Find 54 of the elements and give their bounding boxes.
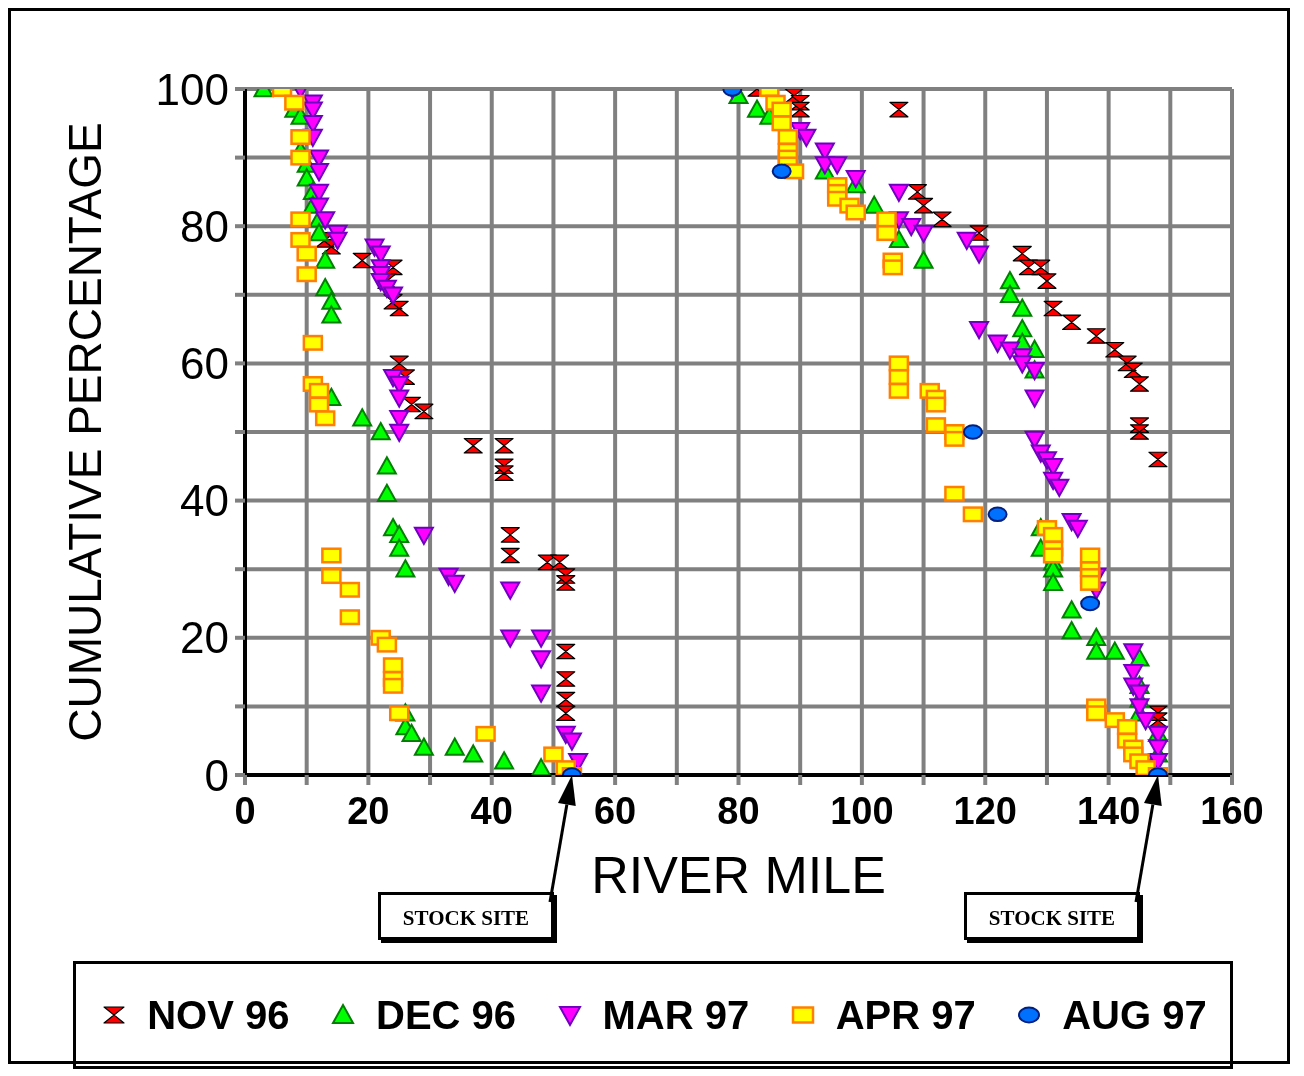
point [556,575,576,591]
x-tick-label: 20 [347,789,390,832]
point [550,554,570,571]
point [771,163,792,180]
legend-label: DEC 96 [376,992,517,1038]
point [932,211,952,228]
point [352,252,372,269]
point [790,101,810,118]
point [556,671,576,687]
y-axis-title: CUMULATIVE PERCENTAGE [59,122,112,742]
point [1037,273,1057,289]
y-tick-label: 40 [180,476,229,526]
legend-label: NOV 96 [147,992,290,1038]
point [962,424,983,440]
point [987,506,1008,523]
x-tick-label: 60 [593,789,637,832]
y-tick-label: 100 [155,64,229,114]
point [1043,300,1063,317]
point [1105,341,1125,358]
x-tick-label: 80 [717,789,760,832]
point [500,527,520,543]
y-tick-label: 20 [180,613,229,663]
y-tick-label: 80 [180,201,229,251]
point [1129,424,1150,440]
point [494,465,514,481]
x-tick-label: 120 [953,789,1017,832]
x-tick-label: 0 [234,789,256,832]
point [1148,451,1168,468]
point [494,437,514,454]
point [913,197,934,214]
x-tick-label: 40 [470,789,513,832]
y-tick-label: 60 [180,339,229,389]
point [889,101,909,118]
point [414,403,434,420]
x-tick-label: 160 [1200,789,1264,832]
point [1129,376,1150,392]
point [556,643,576,660]
text: STOCK SITE [988,906,1116,930]
x-tick-label: 100 [830,789,894,832]
x-axis-title: RIVER MILE [591,846,886,904]
point [1062,314,1082,331]
text: STOCK SITE [402,906,530,930]
point [1086,328,1106,344]
y-tick-label: 0 [204,750,229,800]
point [1080,595,1101,612]
point [907,184,927,200]
x-tick-label: 140 [1076,789,1141,832]
legend-label: AUG 97 [1062,992,1207,1038]
legend-label: MAR 97 [602,992,750,1038]
point [556,705,576,722]
legend-label: APR 97 [835,992,976,1038]
point [1123,362,1143,379]
point [500,547,520,564]
point [463,437,483,454]
